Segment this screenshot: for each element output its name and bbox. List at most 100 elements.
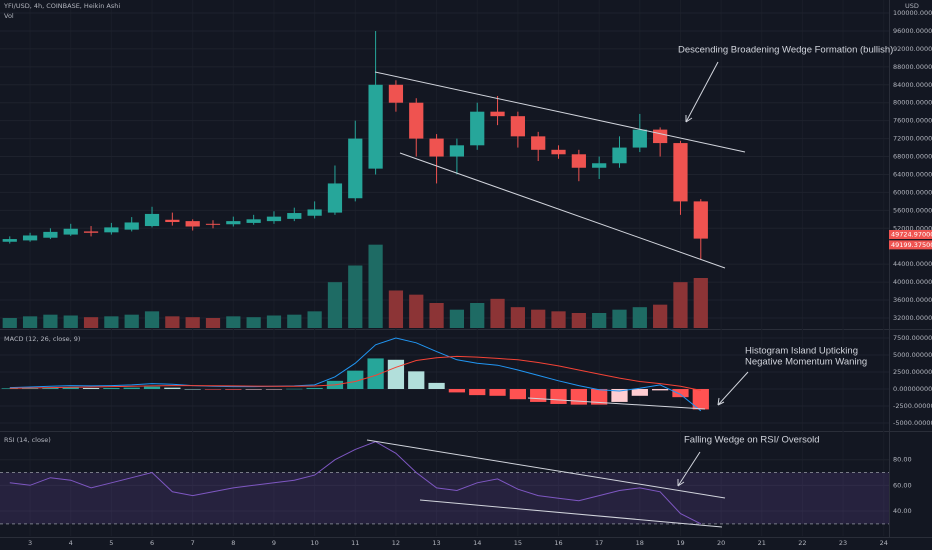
y-tick-label: -2500.00000000 — [893, 402, 932, 410]
arrow — [677, 451, 701, 487]
candle-body — [551, 149, 566, 155]
histogram-bar — [42, 387, 59, 390]
histogram-bar — [509, 389, 527, 400]
candle-body — [246, 219, 261, 223]
y-tick-label: 84000.00000000 — [893, 81, 932, 89]
volume-bar — [246, 317, 261, 328]
candle-body — [287, 213, 302, 219]
plot — [0, 12, 889, 525]
x-tick-label: 18 — [636, 539, 644, 547]
rsi-line — [9, 441, 702, 525]
volume-bar — [571, 313, 586, 328]
histogram-bar — [387, 359, 405, 390]
y-tick-label: 88000.00000000 — [893, 63, 932, 71]
histogram-bar — [1, 388, 18, 390]
x-tick-label: 24 — [880, 539, 888, 547]
x-tick-label: 12 — [392, 539, 400, 547]
volume-bar — [348, 265, 363, 328]
trendline — [399, 152, 726, 269]
x-tick-label: 16 — [554, 539, 562, 547]
histogram-bar — [428, 382, 445, 390]
candle-body — [226, 221, 241, 225]
volume-label: Vol — [4, 12, 14, 20]
histogram-bar — [265, 389, 283, 390]
candle-body — [612, 147, 627, 164]
x-tick-label: 20 — [717, 539, 725, 547]
volume-bar — [307, 311, 322, 328]
histogram-bar — [570, 389, 587, 405]
volume-bar — [409, 294, 424, 328]
candle-body — [22, 235, 38, 241]
candle-body — [592, 163, 607, 168]
candle-body — [185, 221, 200, 227]
volume-bar — [490, 298, 505, 328]
candle-body — [449, 145, 465, 157]
y-tick-label: 40.00 — [893, 507, 912, 515]
histogram-bar — [611, 389, 628, 402]
histogram-bar — [692, 389, 709, 410]
histogram-bar — [82, 387, 100, 390]
signal-line — [9, 355, 701, 391]
volume-bar — [83, 317, 99, 328]
histogram-bar — [306, 387, 323, 390]
histogram-bar — [245, 389, 262, 390]
candle-body — [165, 219, 180, 223]
price-tag — [889, 240, 932, 250]
y-tick-label: 68000.00000000 — [893, 153, 932, 161]
price-tag-label: 49199.37500000 — [891, 241, 932, 249]
volume-bar — [144, 311, 160, 328]
volume-bar — [531, 309, 546, 328]
candle-body — [266, 216, 282, 222]
volume-bar — [551, 311, 566, 328]
volume-bar — [673, 282, 688, 328]
volume-bar — [388, 290, 404, 328]
volume-bar — [22, 316, 38, 328]
x-tick-label: 7 — [191, 539, 195, 547]
volume-bar — [470, 303, 485, 328]
annotation: Negative Momentum Waning — [745, 357, 867, 368]
x-tick-label: 11 — [351, 539, 359, 547]
volume-bar — [185, 317, 200, 328]
macd-title: MACD (12, 26, close, 9) — [4, 335, 80, 343]
x-tick-label: 13 — [432, 539, 440, 547]
histogram-bar — [550, 389, 567, 404]
volume-bar — [592, 313, 607, 328]
annotation: Histogram Island Upticking — [745, 346, 858, 357]
histogram-bar — [530, 389, 547, 402]
candle-body — [409, 102, 424, 139]
arrow-head — [685, 115, 693, 123]
x-tick-label: 6 — [150, 539, 154, 547]
candle-body — [510, 116, 525, 137]
candle-body — [531, 136, 546, 150]
histogram-bar — [164, 387, 181, 390]
x-tick-label: 10 — [310, 539, 318, 547]
y-tick-label: 2500.00000000 — [893, 368, 932, 376]
volume-bar — [429, 303, 444, 328]
candle-body — [368, 84, 383, 169]
x-tick-label: 21 — [758, 539, 766, 547]
y-tick-label: 32000.00000000 — [893, 314, 932, 322]
histogram-bar — [123, 387, 140, 390]
annotation: Falling Wedge on RSI/ Oversold — [684, 435, 820, 446]
histogram-bar — [286, 388, 303, 390]
histogram-bar — [62, 387, 79, 390]
y-tick-label: 76000.00000000 — [893, 117, 932, 125]
y-tick-label: 80000.00000000 — [893, 99, 932, 107]
histogram-bar — [143, 386, 161, 390]
trendline — [527, 397, 706, 410]
volume-bar — [510, 307, 525, 328]
candle-body — [470, 111, 485, 146]
annotation: Descending Broadening Wedge Formation (b… — [678, 45, 893, 56]
volume-bar — [165, 316, 180, 328]
axis-unit: USD — [905, 2, 919, 10]
x-tick-label: 8 — [231, 539, 235, 547]
candle-body — [348, 138, 363, 199]
trendline — [366, 439, 726, 499]
arrow — [685, 61, 719, 123]
volume-bar — [63, 315, 78, 328]
x-tick-label: 3 — [28, 539, 32, 547]
histogram-bar — [591, 389, 608, 405]
arrow-head — [677, 479, 685, 487]
arrow — [717, 371, 749, 406]
